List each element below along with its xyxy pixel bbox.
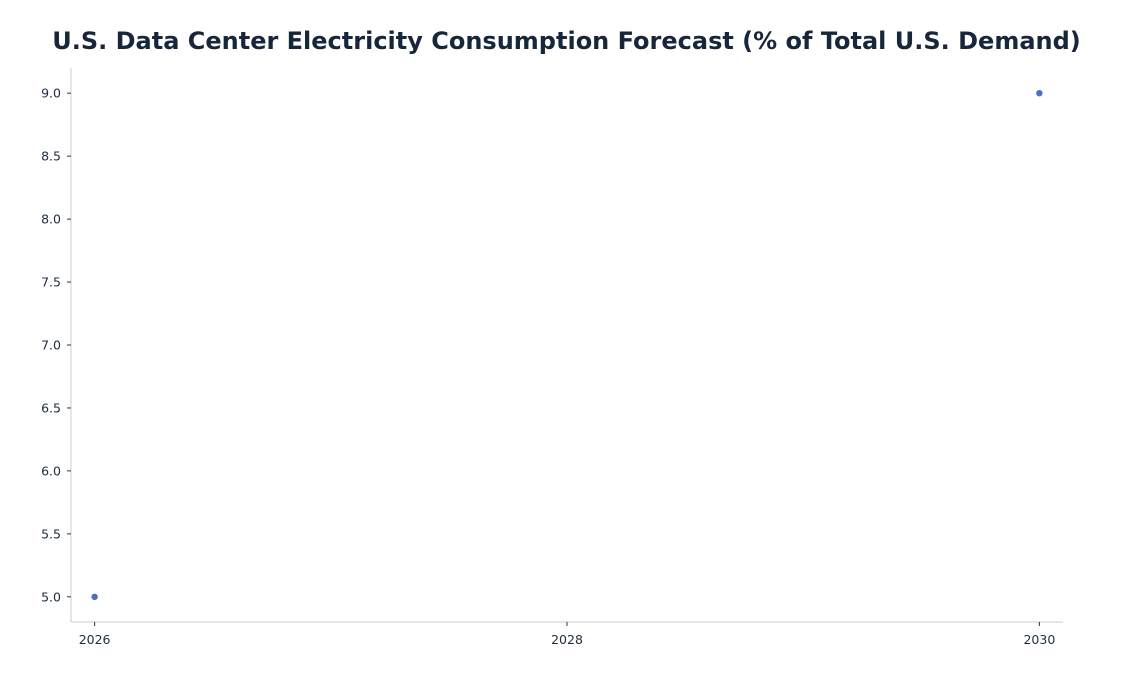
y-tick-label: 6.0 xyxy=(41,463,61,478)
x-axis-ticks: 2026 2028 2030 xyxy=(79,622,1055,647)
axes xyxy=(70,68,1063,623)
y-tick-label: 7.5 xyxy=(41,275,61,290)
x-tick-label: 2026 xyxy=(79,632,111,647)
y-axis-ticks: 5.0 5.5 6.0 6.5 7.0 7.5 8.0 8.5 9.0 xyxy=(41,86,71,604)
data-points xyxy=(91,89,1043,601)
data-point xyxy=(1036,89,1043,97)
y-tick-label: 9.0 xyxy=(41,86,61,101)
y-tick-label: 5.0 xyxy=(41,589,61,604)
y-tick-label: 6.5 xyxy=(41,400,61,415)
data-point xyxy=(91,593,98,601)
chart-title: U.S. Data Center Electricity Consumption… xyxy=(52,27,1081,55)
y-tick-label: 8.0 xyxy=(41,212,61,227)
x-tick-label: 2028 xyxy=(551,632,583,647)
x-tick-label: 2030 xyxy=(1023,632,1055,647)
y-tick-label: 7.0 xyxy=(41,338,61,353)
y-tick-label: 8.5 xyxy=(41,149,61,164)
y-tick-label: 5.5 xyxy=(41,526,61,541)
